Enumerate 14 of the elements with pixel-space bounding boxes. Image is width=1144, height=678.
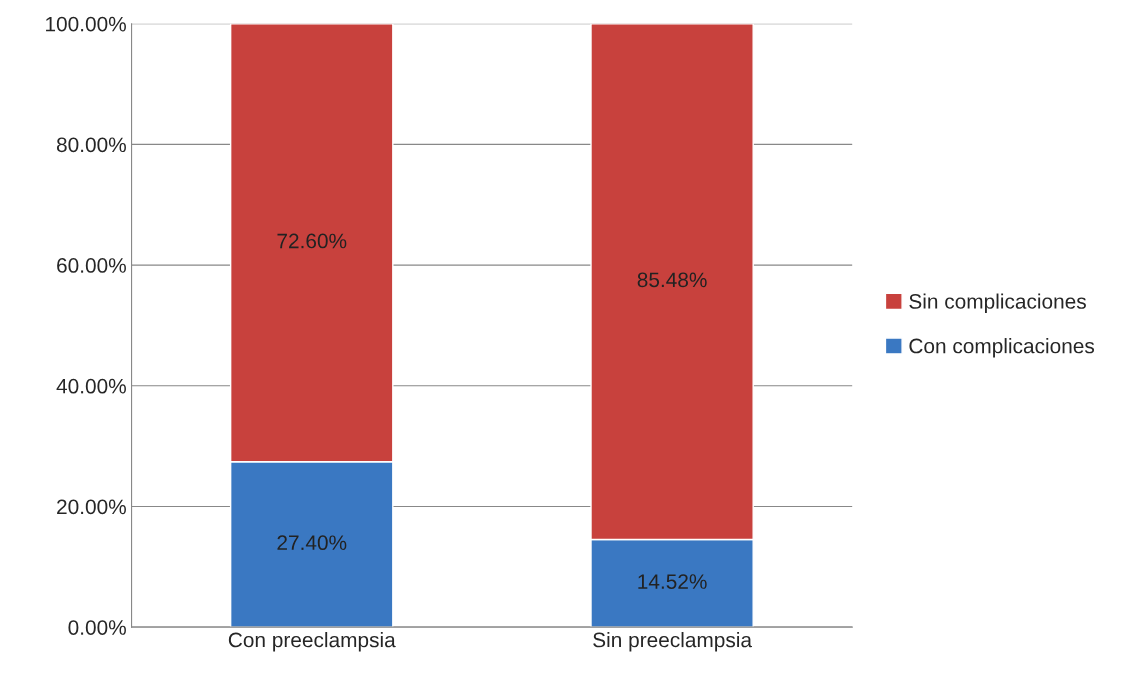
y-tick-label: 20.00% xyxy=(57,499,126,515)
data-label: 27.40% xyxy=(277,535,347,551)
legend-label: Con complicaciones xyxy=(909,338,1095,358)
data-label: 85.48% xyxy=(637,272,707,288)
x-tick-label: Con preeclampsia xyxy=(228,632,396,652)
data-label: 72.60% xyxy=(277,233,347,249)
x-tick-label: Sin preeclampsia xyxy=(593,632,752,652)
y-tick-label: 80.00% xyxy=(56,137,126,153)
y-tick-label: 0.00% xyxy=(68,620,126,635)
legend-label: Sin complicaciones xyxy=(909,293,1086,313)
y-tick-label: 60.00% xyxy=(57,258,126,273)
y-tick-label: 100.00% xyxy=(46,16,126,32)
data-label: 14.52% xyxy=(638,574,707,589)
y-tick-label: 40.00% xyxy=(56,378,126,394)
